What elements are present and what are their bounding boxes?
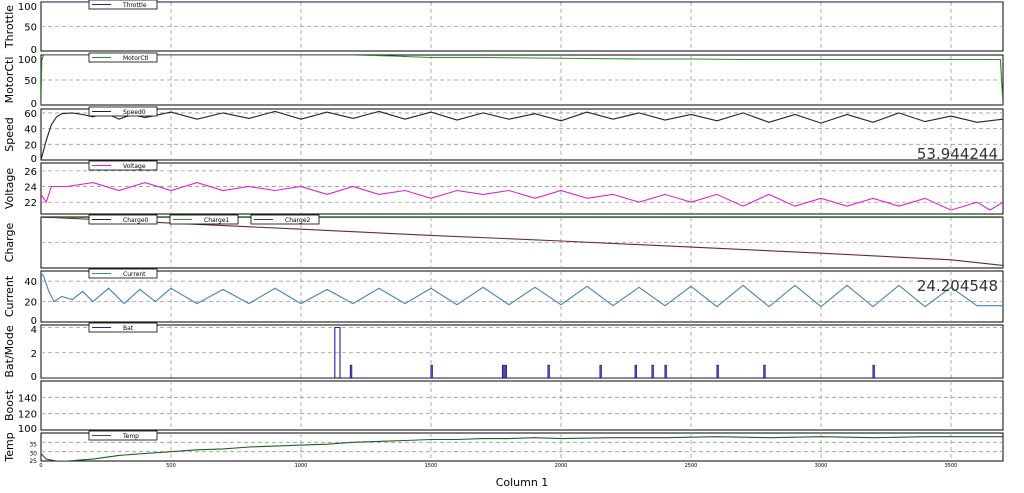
- x-tick-label: 500: [166, 463, 176, 469]
- y-tick-label: 60: [24, 109, 37, 120]
- y-axis-label: Current: [3, 275, 16, 317]
- series-line-voltage: [41, 182, 1003, 211]
- legend-entry: Charge0: [88, 214, 158, 225]
- x-tick-label: 3500: [945, 463, 958, 469]
- legend-label: Bat: [123, 325, 134, 332]
- panel-frame: [40, 1, 1004, 52]
- y-tick-label: 0: [31, 45, 37, 56]
- y-tick-label: 20: [24, 298, 37, 309]
- y-tick-label: 0: [31, 372, 37, 383]
- legend-box: [169, 214, 239, 225]
- y-tick-label: 50: [24, 76, 37, 87]
- panel-frame: [40, 380, 1004, 431]
- series-line-charge2: [41, 217, 1003, 266]
- legend-box: [88, 322, 158, 333]
- y-axis-label: Temp: [3, 432, 16, 462]
- y-axis-label: MotorCtl: [3, 57, 16, 104]
- legend-box: [88, 268, 158, 279]
- legend-entry: Speed0: [88, 106, 158, 117]
- series-line-temp: [41, 436, 1003, 461]
- series-line-motorctl: [41, 55, 1003, 105]
- panel-speed: 0 20 40 60 Speed Speed0: [3, 106, 1004, 165]
- panel-voltage: 22 24 26 Voltage Voltage: [3, 160, 1004, 215]
- legend-box: [88, 214, 158, 225]
- legend-box: [88, 106, 158, 117]
- legend-label: MotorCtl: [123, 55, 149, 62]
- legend-label: Temp: [122, 433, 139, 440]
- legend-entry: Temp: [88, 430, 158, 441]
- y-tick-label: 24: [24, 183, 37, 194]
- x-axis-label: Column 1: [495, 476, 549, 489]
- series-line-current: [41, 272, 1003, 308]
- y-tick-label: 40: [24, 125, 37, 136]
- legend-box: [88, 430, 158, 441]
- panel-frame: [40, 324, 1004, 379]
- legend-entry: Charge2: [250, 214, 320, 225]
- panel-frame: [40, 108, 1004, 161]
- y-axis-label: Voltage: [3, 168, 16, 209]
- legend-label: Speed0: [123, 109, 146, 116]
- legend-label: Throttle: [122, 2, 147, 9]
- legend-label: Current: [123, 271, 146, 278]
- series-line-bat: [41, 326, 1003, 378]
- y-tick-label: 26: [24, 167, 37, 178]
- legend-box: [88, 52, 158, 63]
- legend-entry: Throttle: [88, 0, 158, 10]
- panel-frame: [40, 216, 1004, 269]
- y-tick-label: 100: [18, 424, 37, 435]
- y-axis-label: Speed: [3, 117, 16, 151]
- y-tick-label: 30: [29, 451, 37, 458]
- speed-readout: 53.944244: [916, 145, 998, 163]
- y-tick-label: 22: [24, 198, 37, 209]
- y-tick-label: 35: [29, 441, 37, 448]
- y-tick-label: 2: [31, 349, 37, 360]
- y-tick-label: 120: [18, 410, 37, 421]
- x-tick-label: 1500: [425, 463, 438, 469]
- y-tick-label: 0: [31, 316, 37, 327]
- legend-label: Charge1: [204, 217, 230, 224]
- x-tick-label: 2500: [685, 463, 698, 469]
- y-tick-label: 140: [18, 393, 37, 404]
- y-tick-label: 4: [31, 325, 37, 336]
- legend-entry: Current: [88, 268, 158, 279]
- y-axis-label: Throttle: [3, 5, 16, 49]
- y-tick-label: 0: [31, 154, 37, 165]
- y-tick-label: 50: [24, 23, 37, 34]
- legend-label: Charge2: [285, 217, 311, 224]
- y-tick-label: 0: [31, 99, 37, 110]
- x-tick-label: 1000: [295, 463, 308, 469]
- legend-label: Voltage: [123, 163, 146, 170]
- panel-charge: Charge Charge0 Charge1 Charge2: [3, 214, 1004, 269]
- y-axis-label: Boost: [3, 389, 16, 421]
- current-readout: 24.204548: [916, 277, 998, 295]
- legend-box: [88, 160, 158, 171]
- x-tick-label: 3000: [815, 463, 828, 469]
- legend-label: Charge0: [123, 217, 149, 224]
- legend-box: [88, 0, 158, 10]
- panel-frame: [40, 54, 1004, 106]
- legend-entry: Voltage: [88, 160, 158, 171]
- y-tick-label: 100: [18, 55, 37, 66]
- y-axis-label: Bat/Mode: [3, 325, 16, 378]
- y-tick-label: 20: [24, 140, 37, 151]
- panel-batmode: 0 2 4 Bat/Mode Bat: [3, 322, 1004, 383]
- legend-entry: Charge1: [169, 214, 239, 225]
- legend-entry: MotorCtl: [88, 52, 158, 63]
- panel-frame: [40, 162, 1004, 215]
- y-tick-label: 100: [18, 2, 37, 13]
- legend-entry: Bat: [88, 322, 158, 333]
- legend-box: [250, 214, 320, 225]
- x-tick-label: 2000: [555, 463, 568, 469]
- panel-current: 0 20 40 Current Current: [3, 268, 1004, 327]
- x-tick-label: 0: [39, 463, 42, 469]
- y-tick-label: 25: [29, 458, 37, 465]
- y-axis-label: Charge: [3, 223, 16, 263]
- y-tick-label: 40: [24, 277, 37, 288]
